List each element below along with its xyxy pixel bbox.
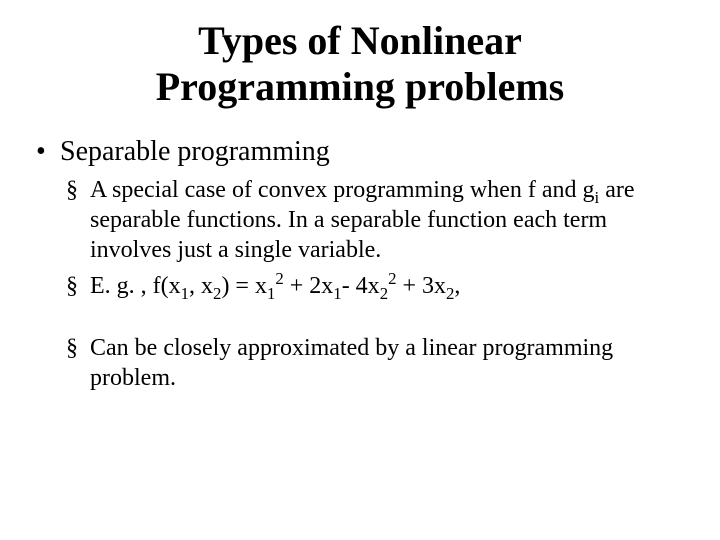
ex-s1c: 1: [333, 284, 341, 303]
ex-fx: f(x: [153, 273, 181, 299]
ex-eq: ) = x: [221, 273, 267, 299]
def-f: f: [528, 177, 536, 203]
slide: Types of Nonlinear Programming problems …: [0, 0, 720, 540]
def-and: and: [536, 177, 583, 203]
subbullet-approx: Can be closely approximated by a linear …: [60, 333, 688, 393]
bullet-list-level1: Separable programming A special case of …: [32, 134, 688, 393]
ex-pre: E. g. ,: [90, 273, 153, 299]
ex-p2a: 2: [275, 269, 283, 288]
def-g: g: [583, 177, 595, 203]
spacer: [60, 307, 688, 327]
bullet-separable-text: Separable programming: [60, 136, 330, 167]
ex-comma: , x: [189, 273, 213, 299]
bullet-separable: Separable programming A special case of …: [32, 134, 688, 393]
title-line-2: Programming problems: [156, 64, 565, 109]
ex-plus1: + 2x: [284, 273, 334, 299]
bullet-list-level2b: Can be closely approximated by a linear …: [60, 333, 688, 393]
title-line-1: Types of Nonlinear: [198, 18, 522, 63]
slide-title: Types of Nonlinear Programming problems: [32, 18, 688, 110]
approx-text: Can be closely approximated by a linear …: [90, 335, 613, 391]
subbullet-definition: A special case of convex programming whe…: [60, 175, 688, 265]
subbullet-example: E. g. , f(x1, x2) = x12 + 2x1- 4x22 + 3x…: [60, 271, 688, 301]
bullet-list-level2: A special case of convex programming whe…: [60, 175, 688, 301]
ex-s2b: 2: [380, 284, 388, 303]
def-pre: A special case of convex programming whe…: [90, 177, 528, 203]
ex-plus2: + 3x: [396, 273, 446, 299]
ex-minus: - 4x: [342, 273, 380, 299]
ex-s1: 1: [181, 284, 189, 303]
ex-end: ,: [454, 273, 460, 299]
